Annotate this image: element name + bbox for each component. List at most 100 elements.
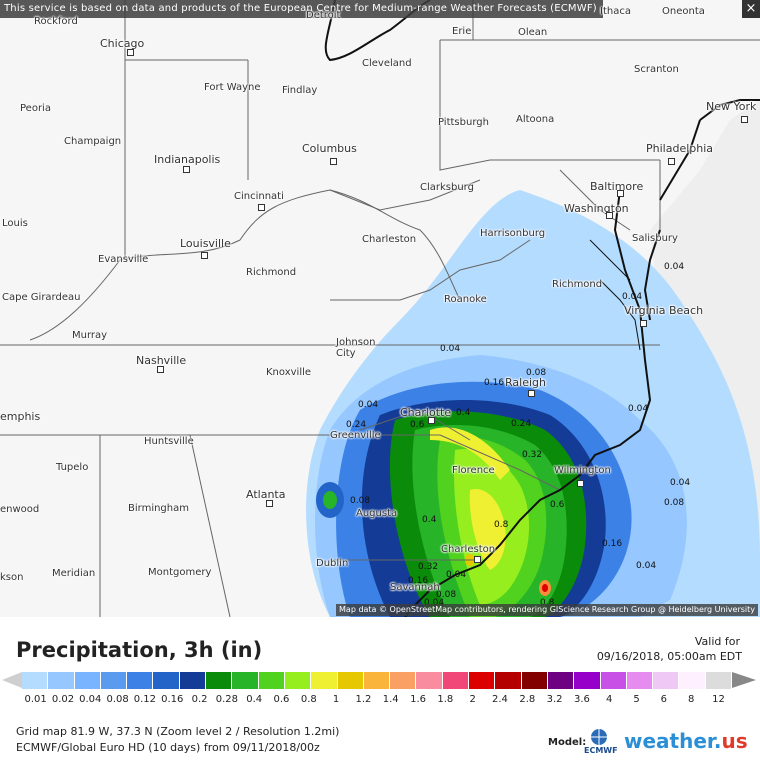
city-label: Indianapolis: [154, 153, 221, 166]
city-label: Nashville: [136, 354, 187, 367]
scale-swatch: [547, 672, 575, 689]
scale-swatch: [153, 672, 180, 689]
brand-tld: us: [721, 729, 748, 753]
scale-swatch: [469, 672, 496, 689]
scale-tick-label: 1.6: [410, 694, 426, 705]
city-marker: [266, 500, 273, 507]
scale-tick-label: 0.08: [106, 694, 129, 705]
city-label: Florence: [452, 465, 495, 476]
contour-value: 0.08: [436, 590, 457, 600]
city-label: New York: [706, 100, 757, 113]
city-marker: [258, 204, 265, 211]
scale-swatch: [600, 672, 627, 689]
legend-title: Precipitation, 3h (in): [16, 638, 263, 662]
scale-tick-label: 4: [606, 694, 613, 705]
scale-tick-label: 3.6: [573, 694, 590, 705]
city-label: Olean: [518, 27, 548, 38]
scale-tick-label: 0.6: [273, 694, 290, 705]
contour-value: 0.8: [494, 520, 509, 530]
map-canvas: [0, 0, 760, 617]
city-label: Baltimore: [590, 180, 644, 193]
weather-us-logo[interactable]: weather.us: [624, 729, 748, 753]
scale-tick-label: 8: [687, 694, 695, 705]
city-label: kson: [0, 572, 24, 583]
contour-value: 0.08: [350, 496, 371, 506]
city-label: Oneonta: [662, 6, 705, 17]
city-label: Champaign: [64, 136, 122, 147]
scale-tick-label: 0.02: [51, 694, 75, 705]
map-attribution: Map data © OpenStreetMap contributors, r…: [336, 604, 758, 616]
scale-swatch: [442, 672, 470, 689]
scale-tick-label: 0.01: [24, 694, 47, 705]
contour-value: 0.04: [358, 400, 379, 410]
city-marker: [474, 556, 481, 563]
model-label: Model:: [548, 737, 587, 748]
city-label: Roanoke: [444, 294, 487, 305]
city-marker: [668, 158, 675, 165]
city-label: Tupelo: [56, 462, 89, 473]
city-label: Huntsville: [144, 436, 194, 447]
city-label: Fort Wayne: [204, 82, 261, 93]
contour-value: 0.24: [346, 420, 367, 430]
scale-swatch: [206, 672, 233, 689]
scale-tick-label: 1: [332, 694, 340, 705]
precipitation-map[interactable]: This service is based on data and produc…: [0, 0, 760, 617]
scale-swatch: [74, 672, 101, 689]
city-label: Scranton: [634, 64, 679, 75]
contour-value: 0.8: [540, 598, 555, 608]
scale-tick-label: 3.2: [546, 694, 563, 705]
city-marker: [617, 190, 624, 197]
city-label: Louisville: [180, 237, 231, 250]
city-label: Richmond: [246, 267, 297, 278]
contour-value: 0.04: [628, 404, 649, 414]
city-marker: [428, 417, 435, 424]
city-label: Atlanta: [246, 488, 286, 501]
brand-name: weather.: [624, 729, 722, 753]
city-marker: [741, 116, 748, 123]
scale-swatch: [311, 672, 338, 689]
city-label: Peoria: [20, 103, 51, 114]
city-label: Ithaca: [600, 6, 631, 17]
contour-value: 0.04: [636, 561, 657, 571]
city-label: Rockford: [34, 16, 78, 27]
scale-tick-label: 0.16: [161, 694, 184, 705]
city-label: Altoona: [516, 114, 555, 125]
scale-left-arrow: [2, 672, 22, 688]
globe-icon: [591, 729, 607, 745]
scale-swatch: [179, 672, 207, 689]
city-label: Richmond: [552, 279, 603, 290]
city-label: Charleston: [441, 544, 496, 555]
close-icon[interactable]: ×: [742, 0, 760, 18]
scale-swatch: [127, 672, 154, 689]
city-label: Montgomery: [148, 567, 212, 578]
scale-tick-label: 0.4: [246, 694, 263, 705]
contour-value: 0.04: [446, 570, 467, 580]
city-label: Salisbury: [632, 233, 678, 244]
contour-value: 0.16: [408, 576, 429, 586]
scale-swatch: [390, 672, 417, 689]
scale-tick-label: 0.2: [191, 694, 208, 705]
city-label: enwood: [0, 504, 40, 515]
scale-swatch: [495, 672, 522, 689]
contour-value: 0.32: [418, 562, 439, 572]
scale-swatch: [232, 672, 259, 689]
scale-swatch: [363, 672, 391, 689]
contour-value: 0.08: [664, 498, 685, 508]
contour-value: 0.24: [511, 419, 532, 429]
scale-tick-label: 0.8: [300, 694, 317, 705]
city-label: Cincinnati: [234, 191, 284, 202]
contour-value: 0.16: [484, 378, 505, 388]
city-label: Louis: [2, 218, 28, 229]
scale-right-arrow: [732, 672, 756, 688]
sound-lines: [589, 239, 641, 351]
city-label: Cape Girardeau: [2, 292, 81, 303]
scale-swatch: [705, 672, 733, 689]
city-label: Raleigh: [505, 376, 546, 389]
city-label: Clarksburg: [420, 182, 474, 193]
ecmwf-notice: This service is based on data and produc…: [0, 0, 603, 18]
scale-ticks: 0.01 0.02 0.04 0.08 0.12 0.16 0.2 0.28 0.4 0.6 0.8…: [22, 694, 732, 705]
scale-swatch: [574, 672, 601, 689]
city-label: Detroit: [306, 10, 341, 21]
contour-value: 0.04: [622, 292, 643, 302]
contour-value: 0.04: [440, 344, 461, 354]
